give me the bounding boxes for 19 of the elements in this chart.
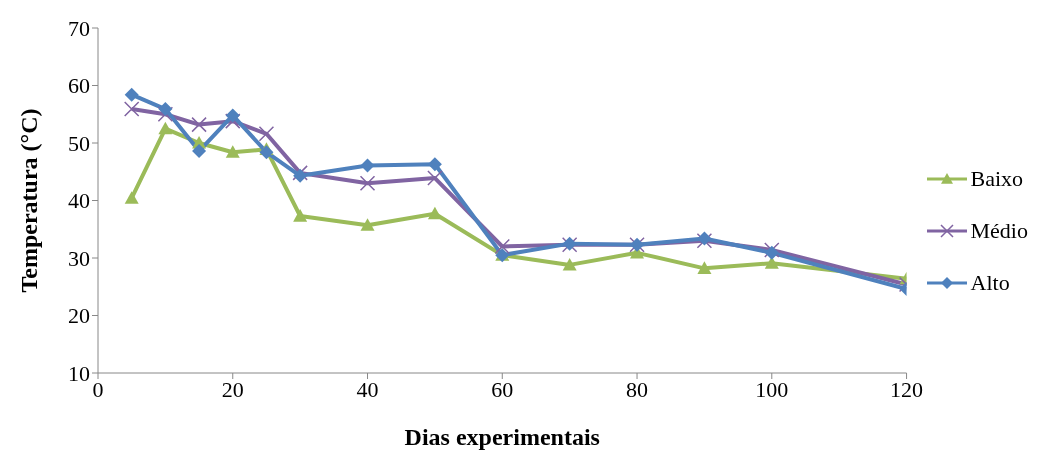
x-tick-label: 120 (890, 376, 924, 402)
x-tick-label: 0 (92, 376, 104, 402)
y-tick-label: 40 (68, 188, 90, 214)
y-axis-title: Temperatura (°C) (15, 108, 42, 293)
x-axis-title: Dias experimentais (404, 424, 600, 450)
x-tick-label: 100 (755, 376, 789, 402)
y-tick-label: 60 (68, 73, 90, 99)
x-tick-label: 40 (356, 376, 379, 402)
y-tick-label: 50 (68, 130, 90, 156)
legend-label: Baixo (970, 165, 1024, 192)
y-tick-label: 70 (68, 15, 90, 41)
y-tick-label: 10 (68, 360, 90, 386)
legend-label: Médio (970, 217, 1028, 244)
x-tick-label: 60 (491, 376, 514, 402)
y-tick-label: 30 (68, 245, 90, 271)
x-tick-label: 20 (221, 376, 244, 402)
legend-label: Alto (970, 269, 1010, 296)
x-tick-label: 80 (626, 376, 649, 402)
y-tick-label: 20 (68, 303, 90, 329)
